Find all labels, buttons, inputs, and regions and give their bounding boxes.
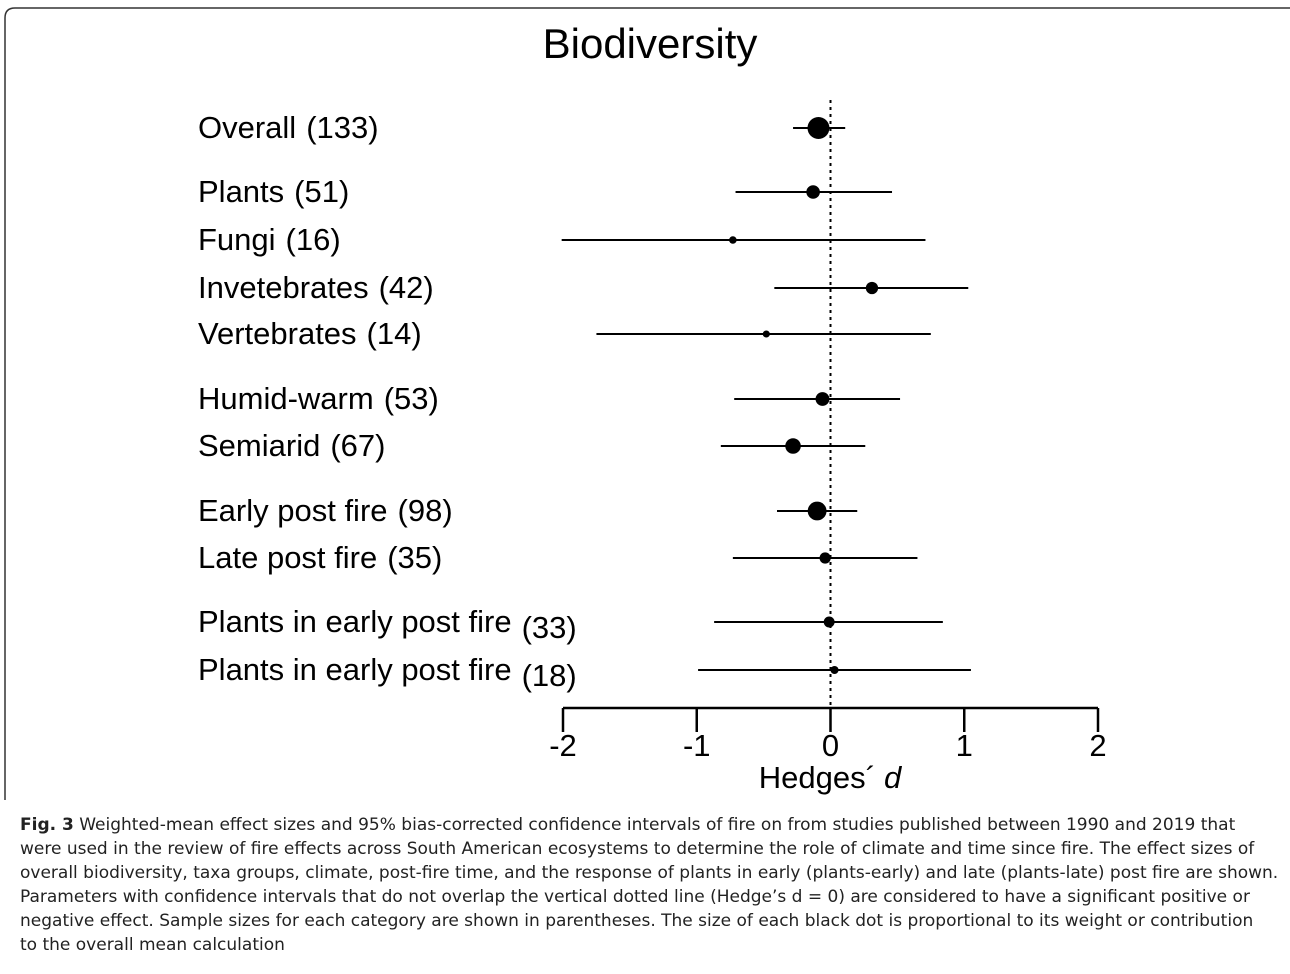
x-tick-label: -2	[549, 728, 577, 763]
caption-line: were used in the review of fire effects …	[20, 839, 1255, 859]
category-label: Humid-warm	[198, 381, 374, 416]
category-label: Early post fire	[198, 493, 388, 528]
caption-text: Parameters with confidence intervals tha…	[20, 887, 1250, 907]
category-label: Plants	[198, 174, 284, 209]
x-tick-label: 2	[1089, 728, 1106, 763]
sample-size-label: (98)	[398, 493, 453, 528]
effect-dot	[823, 616, 835, 628]
row-label: Plants (51)	[198, 174, 349, 209]
category-label: Vertebrates	[198, 316, 357, 351]
row-label: Late post fire (35)	[198, 540, 442, 575]
row-label: Humid-warm (53)	[198, 381, 439, 416]
caption-line: negative effect. Sample sizes for each c…	[20, 911, 1253, 931]
caption-text: were used in the review of fire effects …	[20, 839, 1255, 859]
x-axis-label-text: Hedges´	[759, 760, 876, 795]
row-label: Overall (133)	[198, 110, 379, 145]
caption-text: to the overall mean calculation	[20, 935, 285, 955]
effect-dot	[865, 281, 879, 295]
caption-text: negative effect. Sample sizes for each c…	[20, 911, 1253, 931]
category-label: Late post fire	[198, 540, 377, 575]
effect-dot	[815, 392, 830, 406]
effect-dot	[819, 552, 831, 564]
category-label: Overall	[198, 110, 296, 145]
x-axis-symbol: d	[884, 760, 903, 795]
caption-label: Fig. 3	[20, 815, 74, 835]
row-label: Plants in early post fire (33)	[198, 604, 577, 645]
frame	[4, 7, 1290, 800]
sample-size-label: (18)	[522, 658, 577, 693]
caption-line: Parameters with confidence intervals tha…	[20, 887, 1250, 907]
effect-dot	[762, 330, 770, 338]
sample-size-label: (35)	[387, 540, 442, 575]
row-label: Early post fire (98)	[198, 493, 453, 528]
effect-dot	[806, 185, 820, 199]
caption-line: Fig. 3 Weighted-mean effect sizes and 95…	[20, 815, 1236, 835]
row-label: Vertebrates (14)	[198, 316, 422, 351]
row-label: Semiarid (67)	[198, 428, 385, 463]
effect-dot	[830, 665, 839, 675]
category-label: Fungi	[198, 222, 276, 257]
effect-dot	[729, 236, 737, 244]
effect-dot	[807, 501, 827, 521]
sample-size-label: (67)	[330, 428, 385, 463]
sample-size-label: (53)	[384, 381, 439, 416]
x-tick-label: -1	[683, 728, 711, 763]
row-label: Fungi (16)	[198, 222, 341, 257]
sample-size-label: (133)	[306, 110, 378, 145]
caption-text: overall biodiversity, taxa groups, clima…	[20, 863, 1278, 883]
x-tick-label: 0	[822, 728, 839, 763]
category-label: Semiarid	[198, 428, 320, 463]
effect-dot	[807, 117, 830, 139]
sample-size-label: (14)	[367, 316, 422, 351]
sample-size-label: (51)	[294, 174, 349, 209]
x-axis-label: Hedges´ d	[759, 760, 903, 795]
row-label: Plants in early post fire (18)	[198, 652, 577, 693]
row-label: Invetebrates (42)	[198, 270, 434, 305]
sample-size-label: (33)	[522, 610, 577, 645]
x-tick-label: 1	[956, 728, 973, 763]
sample-size-label: (42)	[379, 270, 434, 305]
caption-text: Weighted-mean effect sizes and 95% bias-…	[74, 815, 1236, 835]
chart-title: Biodiversity	[543, 20, 758, 67]
category-label: Plants in early post fire	[198, 652, 512, 687]
category-label: Plants in early post fire	[198, 604, 512, 639]
category-label: Invetebrates	[198, 270, 369, 305]
caption-line: overall biodiversity, taxa groups, clima…	[20, 863, 1278, 883]
effect-dot	[785, 438, 801, 454]
sample-size-label: (16)	[286, 222, 341, 257]
caption-line: to the overall mean calculation	[20, 935, 285, 955]
